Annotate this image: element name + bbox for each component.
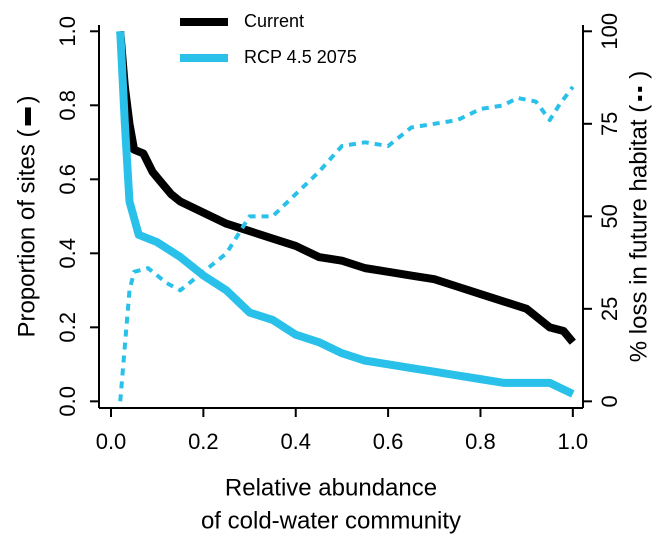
axis-label-text: ) (625, 71, 652, 79)
x-tick-label: 0.6 (373, 429, 404, 454)
x-tick-label: 0.0 (96, 429, 127, 454)
y-tick-label: 0.8 (55, 90, 80, 121)
x-tick-label: 0.2 (188, 429, 219, 454)
line-series (116, 31, 575, 398)
x-axis-label: of cold-water community (201, 507, 461, 534)
line-series (116, 30, 576, 345)
y-tick-label: 0.6 (55, 164, 80, 195)
axis-label-text: ) (13, 95, 40, 103)
x-tick-label: 0.4 (280, 429, 311, 454)
y-tick-label: 1.0 (55, 16, 80, 47)
y2-tick-label: 75 (597, 112, 622, 136)
axis-label-text: Proportion of sites ( (13, 129, 40, 337)
x-axis-label: Relative abundance (225, 474, 437, 501)
y2-axis-label: % loss in future habitat () (625, 71, 652, 362)
line-series (118, 85, 575, 402)
y2-tick-label: 100 (597, 13, 622, 50)
y-axis-label: Proportion of sites () (13, 95, 40, 337)
y-tick-label: 0.0 (55, 386, 80, 417)
y2-tick-label: 0 (597, 395, 622, 407)
legend-label: RCP 4.5 2075 (244, 47, 357, 67)
x-tick-label: 1.0 (558, 429, 589, 454)
y2-tick-label: 25 (597, 297, 622, 321)
y2-tick-label: 50 (597, 204, 622, 228)
axis-label-text: % loss in future habitat ( (625, 105, 652, 362)
x-tick-label: 0.8 (465, 429, 496, 454)
y-tick-label: 0.4 (55, 238, 80, 269)
y-tick-label: 0.2 (55, 312, 80, 343)
legend-label: Current (244, 11, 304, 31)
